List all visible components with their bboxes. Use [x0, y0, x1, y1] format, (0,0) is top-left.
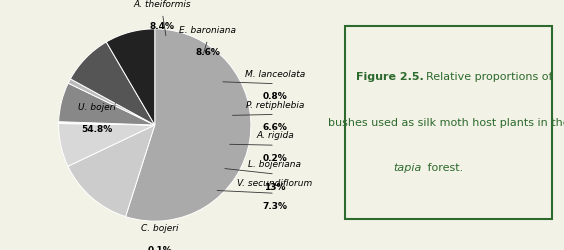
- Wedge shape: [106, 29, 155, 125]
- Text: C. bojeri: C. bojeri: [141, 224, 178, 233]
- Text: L. bojeriana: L. bojeriana: [249, 160, 302, 169]
- Wedge shape: [59, 124, 155, 166]
- Wedge shape: [68, 79, 155, 125]
- Text: tapia: tapia: [394, 162, 422, 172]
- Wedge shape: [70, 42, 155, 125]
- Wedge shape: [59, 123, 155, 125]
- Text: 8.4%: 8.4%: [150, 22, 175, 31]
- Text: A. theiformis: A. theiformis: [134, 0, 191, 9]
- Text: U. bojeri: U. bojeri: [78, 102, 116, 112]
- Text: Relative proportions of: Relative proportions of: [426, 72, 553, 83]
- Text: 0.1%: 0.1%: [147, 246, 172, 250]
- Text: Figure 2.5.: Figure 2.5.: [356, 72, 424, 83]
- Text: 54.8%: 54.8%: [81, 125, 113, 134]
- Text: P. retiphlebia: P. retiphlebia: [246, 100, 304, 110]
- Text: bushes used as silk moth host plants in the: bushes used as silk moth host plants in …: [328, 118, 564, 128]
- Text: forest.: forest.: [424, 162, 464, 172]
- FancyBboxPatch shape: [345, 26, 552, 219]
- Text: 6.6%: 6.6%: [262, 123, 288, 132]
- Wedge shape: [59, 83, 155, 125]
- Wedge shape: [126, 29, 251, 221]
- Text: 7.3%: 7.3%: [262, 202, 288, 211]
- Wedge shape: [59, 122, 155, 125]
- Text: 8.6%: 8.6%: [195, 48, 220, 57]
- Text: A. rigida: A. rigida: [256, 132, 294, 140]
- Text: M. lanceolata: M. lanceolata: [245, 70, 305, 79]
- Text: V. secundiflorum: V. secundiflorum: [237, 180, 312, 188]
- Wedge shape: [68, 125, 155, 216]
- Text: 0.8%: 0.8%: [263, 92, 287, 101]
- Text: E. baroniana: E. baroniana: [179, 26, 236, 35]
- Text: 13%: 13%: [264, 183, 286, 192]
- Text: 0.2%: 0.2%: [263, 154, 287, 163]
